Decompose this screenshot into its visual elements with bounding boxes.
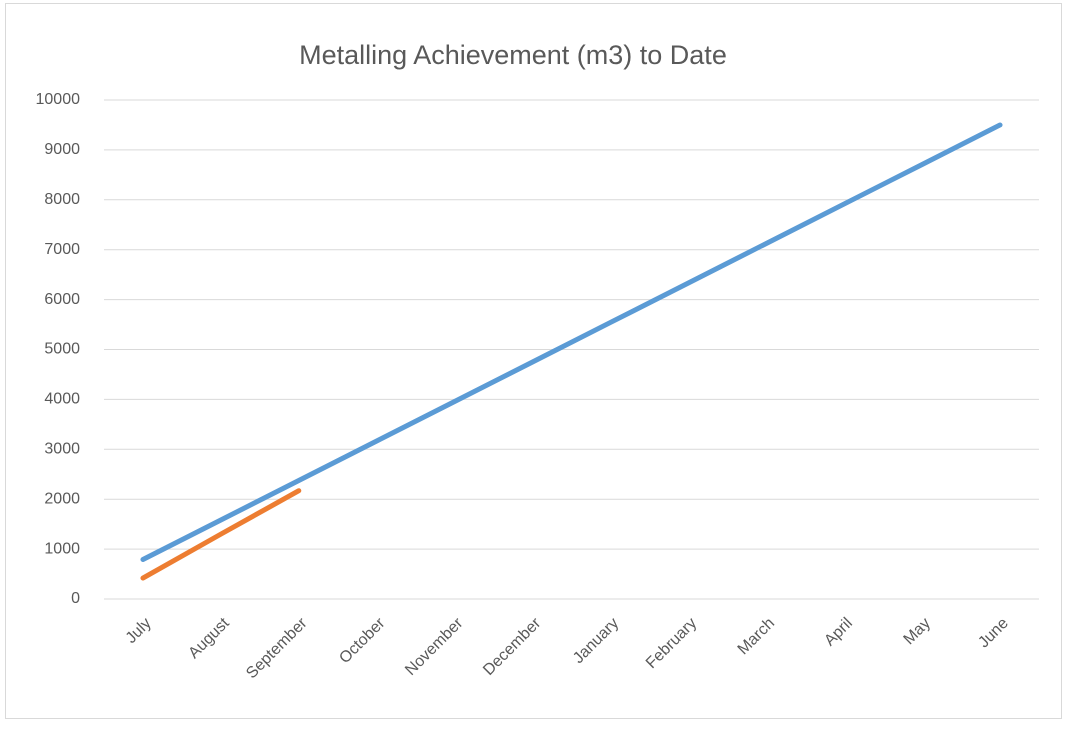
y-tick-label: 5000 [44, 341, 80, 358]
y-tick-label: 2000 [44, 490, 80, 507]
series-line [140, 488, 302, 581]
y-tick-label: 1000 [44, 540, 80, 557]
y-tick-label: 3000 [44, 441, 80, 458]
y-tick-label: 10000 [36, 91, 81, 108]
y-tick-label: 0 [71, 590, 80, 607]
y-tick-label: 7000 [44, 241, 80, 258]
y-tick-label: 6000 [44, 291, 80, 308]
y-tick-label: 4000 [44, 391, 80, 408]
y-tick-label: 8000 [44, 191, 80, 208]
y-tick-label: 9000 [44, 141, 80, 158]
series-line [140, 122, 1003, 562]
chart-title: Metalling Achievement (m3) to Date [299, 40, 727, 70]
